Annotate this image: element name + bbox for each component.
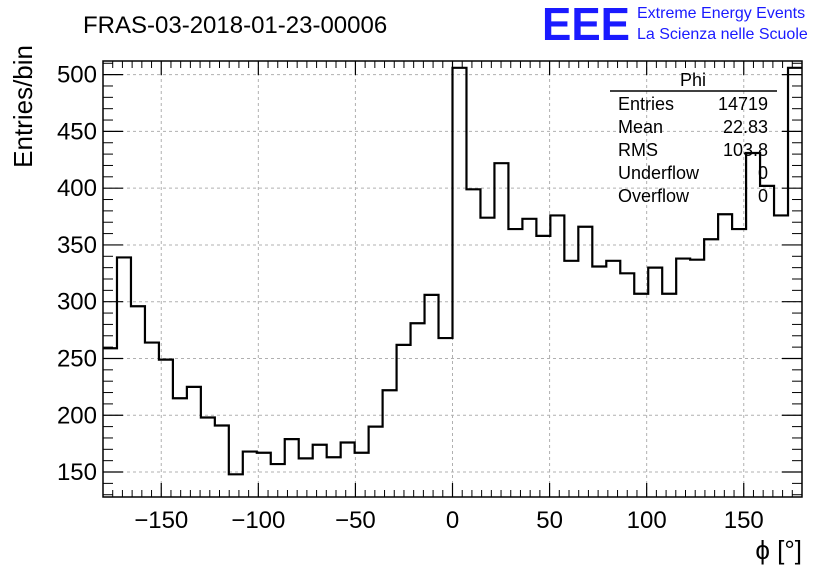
x-tick-label: −100 — [231, 507, 285, 534]
stats-value: 0 — [758, 163, 768, 183]
x-tick-label: 0 — [446, 507, 459, 534]
stats-label: Entries — [618, 94, 674, 114]
stats-value: 14719 — [718, 94, 768, 114]
y-axis-label: Entries/bin — [8, 45, 38, 168]
stats-label: Mean — [618, 117, 663, 137]
stats-title: Phi — [680, 70, 706, 90]
stats-label: Overflow — [618, 186, 690, 206]
x-tick-labels: −150 −100 −50 0 50 100 150 — [134, 507, 764, 534]
y-tick-label: 150 — [57, 459, 97, 486]
y-tick-labels: 150 200 250 300 350 400 450 500 — [57, 62, 97, 486]
stats-box: Phi Entries 14719 Mean 22.83 RMS 103.8 Underfl… — [610, 70, 777, 206]
x-tick-label: 50 — [536, 507, 563, 534]
y-tick-label: 400 — [57, 175, 97, 202]
y-tick-label: 450 — [57, 118, 97, 145]
stats-label: Underflow — [618, 163, 700, 183]
histogram-line — [103, 66, 802, 476]
stats-label: RMS — [618, 140, 658, 160]
y-tick-label: 200 — [57, 402, 97, 429]
logo-line-1: Extreme Energy Events — [637, 5, 805, 22]
x-tick-label: −150 — [134, 507, 188, 534]
axis-ticks — [103, 61, 802, 497]
x-tick-label: −50 — [335, 507, 376, 534]
stats-value: 0 — [758, 186, 768, 206]
y-tick-label: 500 — [57, 62, 97, 89]
x-tick-label: 150 — [724, 507, 764, 534]
x-tick-label: 100 — [627, 507, 667, 534]
chart-title: FRAS-03-2018-01-23-00006 — [83, 12, 387, 39]
logo-mark: EEE — [542, 0, 630, 50]
stats-value: 22.83 — [723, 117, 768, 137]
y-tick-label: 250 — [57, 345, 97, 372]
logo-line-2: La Scienza nelle Scuole — [637, 26, 808, 43]
y-tick-label: 350 — [57, 232, 97, 259]
histogram-series — [103, 66, 802, 476]
y-tick-label: 300 — [57, 289, 97, 316]
stats-value: 103.8 — [723, 140, 768, 160]
eee-logo: EEE Extreme Energy Events La Scienza nel… — [542, 0, 808, 50]
x-axis-label: ϕ [°] — [755, 535, 802, 565]
